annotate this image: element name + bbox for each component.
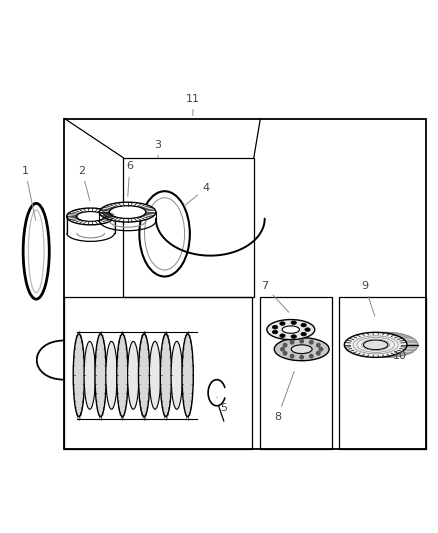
Text: 8: 8 xyxy=(274,372,294,422)
Ellipse shape xyxy=(280,322,285,325)
Text: 5: 5 xyxy=(217,397,227,413)
Ellipse shape xyxy=(138,334,150,417)
Text: 11: 11 xyxy=(186,94,200,116)
Circle shape xyxy=(290,341,294,344)
Ellipse shape xyxy=(272,326,278,329)
Ellipse shape xyxy=(274,338,329,361)
Circle shape xyxy=(317,343,320,347)
Ellipse shape xyxy=(267,320,315,340)
Bar xyxy=(339,297,426,449)
Ellipse shape xyxy=(291,335,297,338)
Ellipse shape xyxy=(99,202,156,222)
Ellipse shape xyxy=(160,334,172,417)
Ellipse shape xyxy=(291,321,297,325)
Circle shape xyxy=(300,356,304,359)
Ellipse shape xyxy=(77,212,105,221)
Text: 9: 9 xyxy=(361,281,375,316)
Ellipse shape xyxy=(110,206,146,219)
Circle shape xyxy=(317,351,320,355)
Text: 7: 7 xyxy=(261,281,289,312)
Circle shape xyxy=(283,343,287,347)
Text: 10: 10 xyxy=(392,351,406,361)
Circle shape xyxy=(300,340,304,343)
Ellipse shape xyxy=(84,341,95,409)
Ellipse shape xyxy=(67,208,115,225)
Text: 1: 1 xyxy=(22,166,35,220)
Bar xyxy=(260,297,332,449)
Ellipse shape xyxy=(301,324,306,327)
Ellipse shape xyxy=(305,328,310,332)
Text: 4: 4 xyxy=(184,183,209,206)
Ellipse shape xyxy=(272,330,278,334)
Ellipse shape xyxy=(127,341,139,409)
Ellipse shape xyxy=(106,341,117,409)
Bar xyxy=(123,158,254,297)
Ellipse shape xyxy=(149,341,161,409)
Ellipse shape xyxy=(73,334,85,417)
Ellipse shape xyxy=(282,326,300,333)
Circle shape xyxy=(310,341,313,344)
Circle shape xyxy=(319,348,323,351)
Ellipse shape xyxy=(117,334,128,417)
Circle shape xyxy=(290,354,294,358)
Circle shape xyxy=(281,348,284,351)
Ellipse shape xyxy=(182,334,193,417)
Circle shape xyxy=(310,354,313,358)
Ellipse shape xyxy=(364,340,388,350)
Text: 3: 3 xyxy=(155,140,162,158)
Ellipse shape xyxy=(95,334,106,417)
Ellipse shape xyxy=(171,341,183,409)
Bar xyxy=(64,118,426,449)
Ellipse shape xyxy=(344,332,407,357)
Text: 2: 2 xyxy=(78,166,90,201)
Ellipse shape xyxy=(301,333,306,336)
Ellipse shape xyxy=(280,334,285,337)
Bar xyxy=(64,297,252,449)
Circle shape xyxy=(283,351,287,355)
Text: 6: 6 xyxy=(126,161,133,196)
Ellipse shape xyxy=(291,345,312,353)
Ellipse shape xyxy=(355,332,418,357)
